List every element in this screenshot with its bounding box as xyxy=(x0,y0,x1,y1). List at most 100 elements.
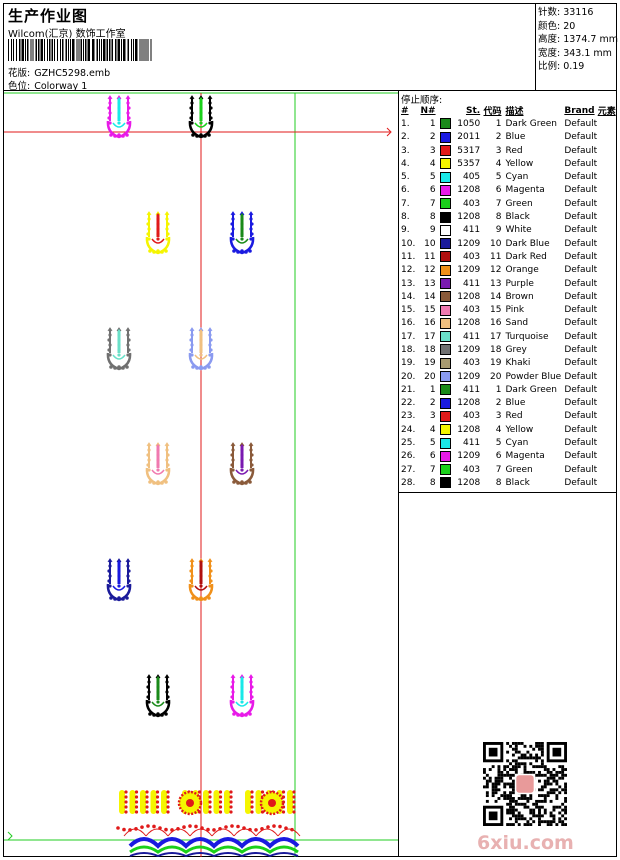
cell-stitches: 405 xyxy=(462,172,481,183)
cell-stitches: 1209 xyxy=(457,238,481,249)
color-swatch xyxy=(439,118,451,130)
color-swatch xyxy=(439,464,451,476)
cell-code: 8 xyxy=(495,477,502,488)
cell-swatch xyxy=(439,397,452,410)
cell-swatch xyxy=(439,317,452,330)
barcode-bar xyxy=(150,39,152,61)
color-swatch xyxy=(439,211,451,223)
col-swatch xyxy=(440,104,452,117)
watermark-logo: 6xiu.com xyxy=(477,832,574,854)
cell-brand: Default xyxy=(564,451,598,462)
cell-description: Grey xyxy=(505,344,527,355)
barcode-bar xyxy=(103,39,106,61)
barcode-bar xyxy=(143,39,145,61)
barcode-bar xyxy=(145,39,147,61)
barcode-bar xyxy=(68,39,69,61)
cell-swatch xyxy=(439,157,452,170)
cell-swatch xyxy=(439,144,452,157)
cell-description: Sand xyxy=(505,318,529,329)
stat-row: 高度: 1374.7 mm xyxy=(538,33,618,47)
cell-element xyxy=(598,131,616,144)
barcode-bar xyxy=(80,39,82,61)
cell-element xyxy=(598,170,616,183)
cell-brand: Default xyxy=(564,398,598,409)
color-swatch xyxy=(439,224,451,236)
cell-brand: Default xyxy=(564,358,598,369)
table-row: 16. 16 1208 16 Sand Default xyxy=(399,317,616,330)
cell-index: 28. xyxy=(401,477,416,488)
barcode-bar xyxy=(78,39,80,61)
cell-code: 4 xyxy=(495,424,502,435)
cell-brand: Default xyxy=(564,305,598,316)
table-row: 1. 1 1050 1 Dark Green Default xyxy=(399,117,616,130)
table-row: 21. 1 411 1 Dark Green Default xyxy=(399,383,616,396)
cell-code: 18 xyxy=(490,344,502,355)
embroidery-motif xyxy=(106,558,132,602)
col-needle: N# xyxy=(420,105,436,116)
barcode-bar xyxy=(30,39,32,61)
cell-stitches: 1209 xyxy=(457,344,481,355)
cell-code: 12 xyxy=(490,265,502,276)
cell-index: 16. xyxy=(401,318,416,329)
cell-brand: Default xyxy=(564,185,598,196)
barcode-bar xyxy=(27,39,29,61)
barcode-bar xyxy=(44,39,45,61)
cell-description: Dark Red xyxy=(505,251,547,262)
embroidery-motif xyxy=(145,674,171,718)
cell-needle: 11 xyxy=(424,251,436,262)
cell-description: Dark Green xyxy=(505,118,557,129)
cell-swatch xyxy=(439,197,452,210)
col-brand: Brand xyxy=(564,105,595,116)
cell-element xyxy=(598,436,616,449)
barcode-bar xyxy=(51,39,53,61)
cell-element xyxy=(598,250,616,263)
cell-description: Magenta xyxy=(505,185,545,196)
color-swatch xyxy=(439,291,451,303)
cell-element xyxy=(598,264,616,277)
cell-description: Cyan xyxy=(505,172,529,183)
stat-value: 0.19 xyxy=(563,61,585,72)
cell-swatch xyxy=(439,423,452,436)
color-swatch xyxy=(439,238,451,250)
cell-stitches: 411 xyxy=(462,225,481,236)
cell-swatch xyxy=(439,476,452,489)
table-row: 5. 5 405 5 Cyan Default xyxy=(399,170,616,183)
col-description: 描述 xyxy=(505,107,524,118)
cell-stitches: 1208 xyxy=(457,291,481,302)
cell-swatch xyxy=(439,290,452,303)
table-row: 8. 8 1208 8 Black Default xyxy=(399,210,616,223)
start-marker xyxy=(7,831,13,841)
cell-stitches: 1208 xyxy=(457,212,481,223)
col-index: # xyxy=(401,105,409,116)
colorway-value: Colorway 1 xyxy=(34,81,88,92)
cell-swatch xyxy=(439,277,452,290)
cell-stitches: 1209 xyxy=(457,265,481,276)
cell-index: 7. xyxy=(401,198,410,209)
stat-label: 针数: xyxy=(538,7,561,18)
cell-brand: Default xyxy=(564,145,598,156)
colorway-label: 色位: xyxy=(8,81,31,92)
cell-stitches: 403 xyxy=(462,198,481,209)
cell-description: White xyxy=(505,225,532,236)
cell-brand: Default xyxy=(564,172,598,183)
barcode-bar xyxy=(127,39,129,61)
embroidery-preview xyxy=(4,92,398,857)
color-swatch xyxy=(439,344,451,356)
table-row: 23. 3 403 3 Red Default xyxy=(399,410,616,423)
cell-index: 20. xyxy=(401,371,416,382)
cell-description: Khaki xyxy=(505,358,531,369)
cell-element xyxy=(598,303,616,316)
cell-code: 15 xyxy=(490,305,502,316)
cell-stitches: 1209 xyxy=(457,451,481,462)
cell-code: 6 xyxy=(495,451,502,462)
cell-brand: Default xyxy=(564,424,598,435)
cell-description: Cyan xyxy=(505,438,529,449)
cell-index: 9. xyxy=(401,225,410,236)
cell-description: Red xyxy=(505,145,523,156)
barcode-bar xyxy=(57,39,58,61)
barcode-bar xyxy=(47,39,48,61)
cell-index: 26. xyxy=(401,451,416,462)
barcode-bar xyxy=(141,39,143,61)
page-title: 生产作业图 xyxy=(8,7,89,25)
cell-swatch xyxy=(439,170,452,183)
